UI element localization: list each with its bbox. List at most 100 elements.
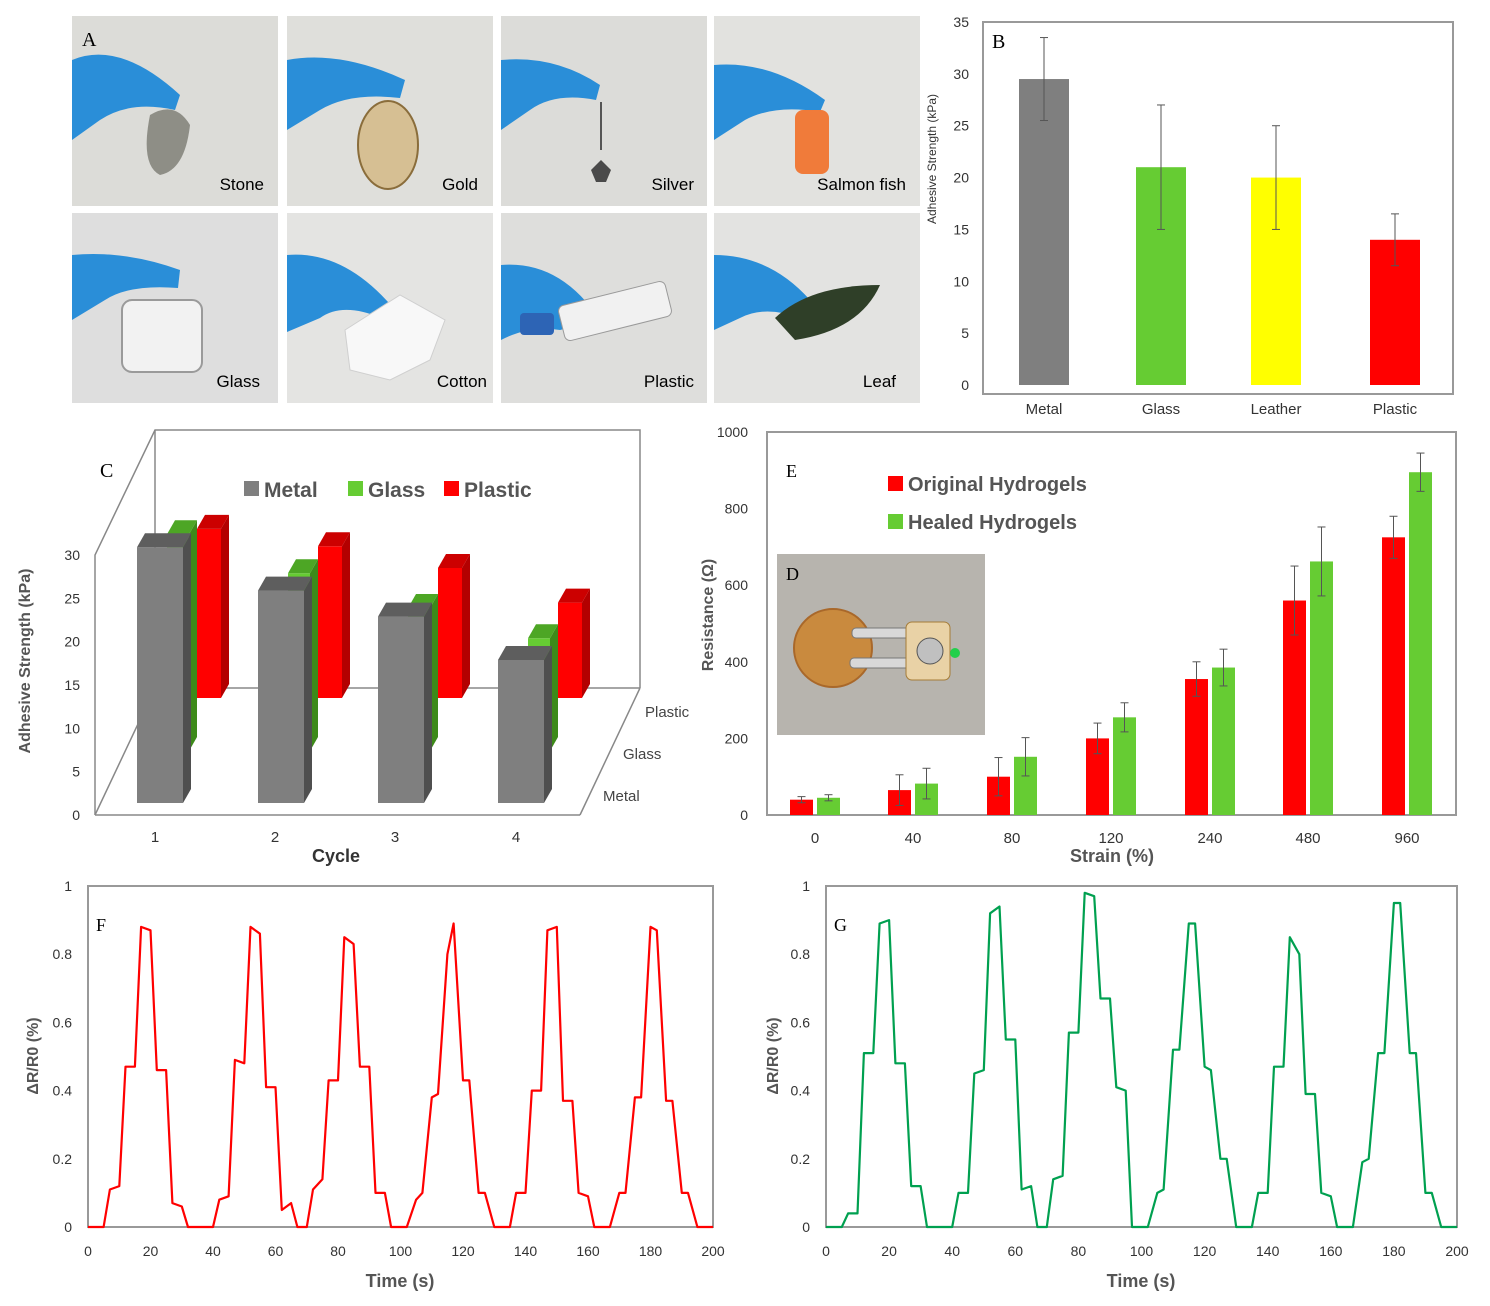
panel-label-b: B — [992, 31, 1005, 53]
panel-f-xtick-label: 0 — [84, 1243, 92, 1259]
panel-c-bar-top — [558, 588, 590, 603]
panel-c-bar-side — [221, 514, 229, 698]
panel-a-photo-grid: A Stone Gold Silver Salmon fish Glass Co… — [72, 16, 920, 403]
legend-label-metal: Metal — [264, 479, 318, 502]
panel-f-xlabel: Time (s) — [366, 1271, 435, 1291]
panel-e-bar — [1212, 667, 1235, 815]
panel-g-xtick-label: 100 — [1130, 1243, 1154, 1259]
panel-c-bar-side — [183, 533, 191, 803]
panel-c-bar — [498, 659, 544, 803]
panel-c-depth-label: Metal — [603, 788, 640, 805]
photo-label: Salmon fish — [817, 175, 906, 194]
panel-c-bar-side — [582, 588, 590, 698]
glove-plastic-illustration — [501, 264, 672, 341]
panel-f-ytick-label: 1 — [64, 878, 72, 894]
panel-e-bar — [1310, 561, 1333, 815]
panel-g-ytick-label: 0.6 — [791, 1014, 811, 1030]
electrode-clip — [849, 657, 913, 669]
panel-e-bar-chart: E Resistance (Ω) Strain (%) Original Hyd… — [700, 424, 1457, 866]
panel-d-inset-photo: D — [777, 554, 985, 735]
panel-c-bar-top — [378, 602, 432, 617]
panel-c-bar-top — [288, 559, 318, 574]
panel-g-xtick-label: 60 — [1008, 1243, 1024, 1259]
panel-b-ylabel: Adhesive Strength (kPa) — [925, 94, 939, 224]
panel-e-ytick-label: 400 — [725, 654, 749, 670]
panel-g-xtick-label: 200 — [1445, 1243, 1469, 1259]
photo-label: Glass — [217, 372, 260, 391]
photo-label: Silver — [651, 175, 694, 194]
panel-e-category-label: 240 — [1197, 830, 1222, 847]
panel-f-xtick-label: 180 — [639, 1243, 663, 1259]
panel-g-xlabel: Time (s) — [1107, 1271, 1176, 1291]
legend-swatch-glass — [348, 481, 363, 496]
panel-g-ytick-label: 0.2 — [791, 1151, 811, 1167]
legend-label-glass: Glass — [368, 479, 425, 502]
legend-label-original: Original Hydrogels — [908, 474, 1087, 496]
panel-e-bar — [1283, 600, 1306, 815]
panel-c-bar — [318, 546, 342, 698]
panel-b-category-label: Leather — [1251, 401, 1302, 418]
panel-b-frame — [982, 21, 1454, 395]
legend-swatch-original — [888, 476, 903, 491]
panel-b-ytick-label: 25 — [953, 118, 969, 134]
legend-label-healed: Healed Hydrogels — [908, 512, 1077, 534]
panel-e-bar — [1014, 756, 1037, 815]
panel-c-category-label: 2 — [271, 829, 279, 846]
panel-f-xtick-label: 160 — [576, 1243, 600, 1259]
panel-c-bar-top — [167, 520, 197, 535]
panel-b-ytick-label: 20 — [953, 170, 969, 186]
panel-f-xtick-label: 40 — [205, 1243, 221, 1259]
panel-f-xtick-label: 80 — [330, 1243, 346, 1259]
photo-label: Stone — [220, 175, 264, 194]
panel-c-bar-side — [462, 553, 470, 698]
hydrogel-disc — [793, 608, 873, 688]
panel-e-ylabel: Resistance (Ω) — [700, 559, 717, 671]
panel-e-category-label: 40 — [905, 830, 922, 847]
panel-e-bar — [1409, 472, 1432, 815]
glove-glass-illustration — [72, 254, 203, 373]
panel-c-bar-top — [528, 624, 558, 639]
photo-label: Gold — [442, 175, 478, 194]
panel-b-bar-chart: B Adhesive Strength (kPa) 0 5 10 15 20 25 30 35… — [925, 14, 1454, 418]
panel-g-ytick-label: 0.8 — [791, 946, 811, 962]
panel-f-line-chart: F ΔR/R0 (%) Time (s) 0 0.2 0.4 0.6 0.8 1 0 20 40… — [25, 878, 725, 1291]
panel-g-xtick-label: 80 — [1071, 1243, 1087, 1259]
panel-g-ytick-label: 0.4 — [791, 1083, 811, 1099]
panel-f-xtick-label: 120 — [451, 1243, 475, 1259]
panel-e-frame — [766, 431, 1457, 816]
panel-e-category-label: 960 — [1394, 830, 1419, 847]
panel-g-xtick-label: 40 — [944, 1243, 960, 1259]
panel-f-ytick-label: 0.2 — [53, 1151, 73, 1167]
glove-cotton-illustration — [287, 254, 446, 381]
panel-g-ylabel: ΔR/R0 (%) — [765, 1017, 782, 1094]
panel-e-ytick-label: 600 — [725, 577, 749, 593]
panel-b-category-label: Plastic — [1373, 401, 1418, 418]
panel-c-depth-label: Glass — [623, 746, 661, 763]
glove-salmon-illustration — [714, 64, 829, 174]
panel-c-depth-label: Plastic — [645, 704, 690, 721]
legend-swatch-plastic — [444, 481, 459, 496]
panel-f-series-line — [88, 922, 713, 1229]
glove-stone-illustration — [72, 54, 190, 175]
panel-c-bar-top — [137, 533, 191, 548]
panel-g-xtick-label: 140 — [1256, 1243, 1280, 1259]
panel-label-d: D — [786, 564, 799, 584]
panel-e-bar — [1382, 537, 1405, 815]
panel-c-bar-side — [424, 602, 432, 803]
panel-f-xtick-label: 140 — [514, 1243, 538, 1259]
panel-e-category-label: 120 — [1098, 830, 1123, 847]
panel-c-bar-top — [318, 532, 350, 547]
panel-e-ytick-label: 0 — [740, 807, 748, 823]
panel-c-bar-top — [438, 553, 470, 568]
panel-e-bar — [1086, 738, 1109, 815]
panel-c-bar-side — [544, 645, 552, 803]
electrode-clip — [851, 627, 913, 639]
panel-c-bar-side — [342, 532, 350, 698]
legend-swatch-healed — [888, 514, 903, 529]
glove-silver-illustration — [501, 59, 611, 182]
panel-c-category-label: 4 — [512, 829, 520, 846]
panel-c-ytick-label: 10 — [64, 720, 80, 736]
panel-e-category-label: 0 — [811, 830, 819, 847]
panel-b-ytick-label: 10 — [953, 273, 969, 289]
